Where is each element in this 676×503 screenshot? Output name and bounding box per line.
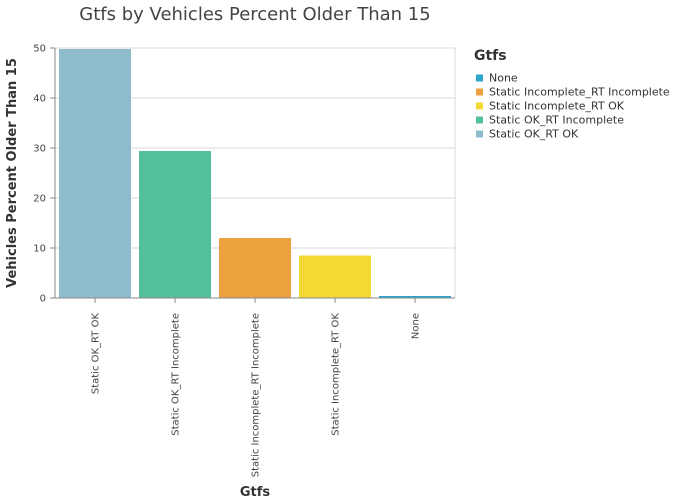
y-tick-label: 30 bbox=[33, 144, 46, 155]
legend-swatch bbox=[476, 88, 483, 96]
bar bbox=[59, 49, 131, 298]
x-axis-title: Gtfs bbox=[240, 485, 271, 500]
y-tick-label: 0 bbox=[40, 294, 46, 305]
x-tick-label: Static OK_RT OK bbox=[91, 313, 102, 395]
legend-swatch bbox=[476, 74, 483, 82]
bar bbox=[219, 238, 291, 298]
legend-item-label: Static Incomplete_RT OK bbox=[489, 100, 625, 113]
axes: 0 10 20 30 40 50 Static OK_RT OK Static OK_RT I… bbox=[33, 44, 455, 477]
legend-item-label: Static Incomplete_RT Incomplete bbox=[489, 86, 670, 99]
y-tick-label: 40 bbox=[33, 94, 46, 105]
bars bbox=[59, 49, 451, 298]
x-tick-label: None bbox=[411, 313, 422, 339]
y-tick-label: 20 bbox=[33, 194, 46, 205]
legend-title: Gtfs bbox=[474, 48, 507, 64]
legend-swatch bbox=[476, 130, 483, 138]
chart-title: Gtfs by Vehicles Percent Older Than 15 bbox=[79, 4, 430, 25]
legend-swatch bbox=[476, 116, 483, 124]
y-tick-label: 50 bbox=[33, 44, 46, 55]
y-axis-title: Vehicles Percent Older Than 15 bbox=[5, 58, 20, 288]
x-tick-label: Static Incomplete_RT Incomplete bbox=[251, 313, 262, 477]
legend-swatch bbox=[476, 102, 483, 110]
x-tick-label: Static OK_RT Incomplete bbox=[171, 313, 182, 436]
y-tick-label: 10 bbox=[33, 244, 46, 255]
x-tick-label: Static Incomplete_RT OK bbox=[331, 313, 342, 436]
legend-item-label: Static OK_RT Incomplete bbox=[489, 114, 624, 127]
legend-item-label: Static OK_RT OK bbox=[489, 128, 579, 141]
bar bbox=[299, 255, 371, 298]
legend-item-label: None bbox=[489, 72, 518, 85]
bar bbox=[379, 296, 451, 298]
bar bbox=[139, 151, 211, 298]
